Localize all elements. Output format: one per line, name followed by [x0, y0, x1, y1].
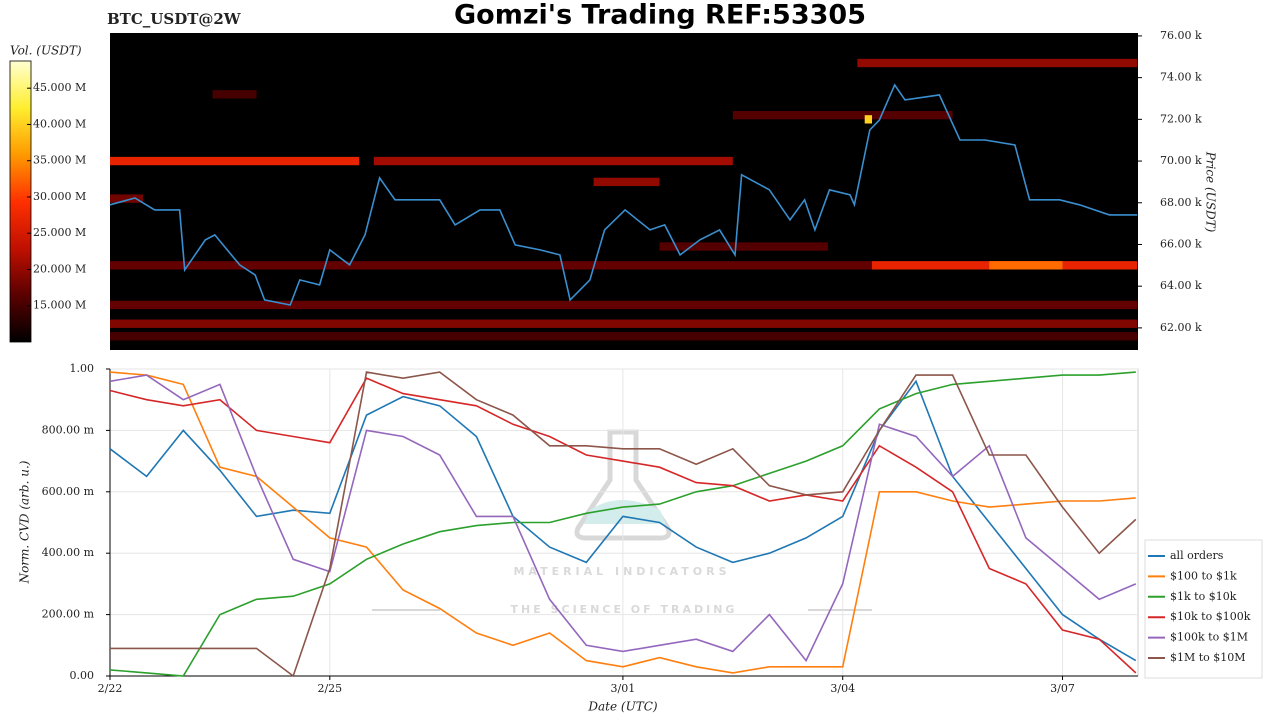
- colorbar: [9, 60, 32, 343]
- cvd-line: [109, 371, 1136, 677]
- heatmap-cell: [110, 261, 1138, 270]
- watermark-name: MATERIAL INDICATORS: [513, 565, 730, 578]
- cvd-line: [109, 379, 1137, 662]
- x-axis-label: Date (UTC): [587, 700, 657, 714]
- price-axis-label: Price (USDT): [1204, 151, 1218, 233]
- legend-label: all orders: [1170, 549, 1224, 562]
- heatmap-cell: [732, 110, 953, 120]
- colorbar-tick-label: 30.000 M: [33, 190, 86, 203]
- y-tick-label: 72.00 k: [1160, 112, 1202, 125]
- heatmap-cell: [857, 58, 1138, 68]
- y-tick-label: 66.00 k: [1160, 237, 1202, 250]
- x-tick-label: 3/04: [830, 682, 855, 695]
- legend: [1144, 539, 1263, 679]
- legend-label: $100 to $1k: [1170, 569, 1237, 582]
- colorbar-tick-label: 45.000 M: [33, 81, 86, 94]
- title: Gomzi's Trading REF:53305: [454, 0, 866, 31]
- cvd-line: [109, 374, 1137, 663]
- y-tick-label: 600.00 m: [42, 485, 95, 498]
- colorbar-tick-label: 20.000 M: [33, 262, 86, 275]
- heatmap-cell: [110, 332, 1138, 341]
- y-tick-label: 68.00 k: [1160, 196, 1202, 209]
- y-tick-label: 200.00 m: [42, 608, 95, 621]
- heatmap-cell: [593, 177, 660, 187]
- colorbar-tick-label: 40.000 M: [33, 117, 86, 130]
- colorbar-tick-label: 35.000 M: [33, 154, 86, 167]
- heatmap-background: [110, 33, 1138, 350]
- y-tick-label: 74.00 k: [1160, 71, 1202, 84]
- cvd-axis-label: Norm. CVD (arb. u.): [18, 460, 32, 584]
- legend-label: $10k to $100k: [1170, 610, 1251, 623]
- price-line: [109, 83, 1138, 306]
- y-tick-label: 0.00: [70, 669, 95, 682]
- heatmap-cell: [110, 319, 1138, 328]
- watermark-tagline: THE SCIENCE OF TRADING: [511, 603, 738, 616]
- symbol: BTC_USDT@2W: [107, 10, 242, 28]
- y-tick-label: 1.00: [70, 362, 95, 375]
- heatmap-cell: [110, 156, 360, 166]
- y-tick-label: 76.00 k: [1160, 29, 1202, 42]
- heatmap-cell: [659, 242, 829, 251]
- y-tick-label: 800.00 m: [42, 423, 95, 436]
- x-tick-label: 3/01: [611, 682, 636, 695]
- x-tick-label: 2/25: [317, 682, 342, 695]
- legend-label: $1k to $10k: [1170, 590, 1237, 603]
- heatmap-cell: [110, 194, 143, 203]
- legend-label: $100k to $1M: [1170, 631, 1248, 644]
- colorbar-tick-label: 15.000 M: [33, 299, 86, 312]
- y-tick-label: 70.00 k: [1160, 154, 1202, 167]
- colorbar-tick-label: 25.000 M: [33, 226, 86, 239]
- heatmap-cell: [989, 261, 1063, 270]
- y-tick-label: 64.00 k: [1160, 279, 1202, 292]
- x-tick-label: 3/07: [1050, 682, 1075, 695]
- cvd-line: [110, 371, 1137, 678]
- heatmap-cell: [864, 115, 873, 124]
- x-tick-label: 2/22: [98, 682, 123, 695]
- heatmap-cell: [212, 90, 257, 99]
- heatmap-cell: [110, 300, 1138, 310]
- heatmap-cell: [373, 156, 733, 166]
- y-tick-label: 62.00 k: [1160, 321, 1202, 334]
- y-tick-label: 400.00 m: [42, 546, 95, 559]
- legend-label: $1M to $10M: [1170, 651, 1246, 664]
- colorbar-label: Vol. (USDT): [10, 44, 82, 58]
- cvd-line: [109, 371, 1136, 674]
- cvd-line: [109, 377, 1137, 674]
